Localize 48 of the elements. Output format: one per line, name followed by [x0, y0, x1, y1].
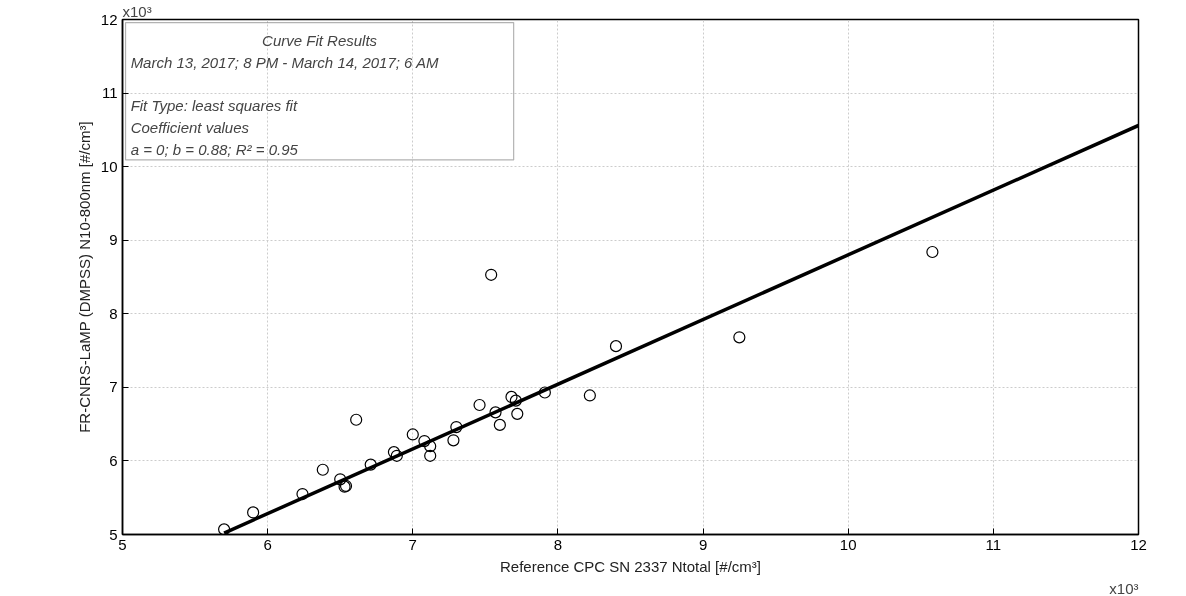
x-tick-label: 7: [408, 535, 417, 553]
x-tick-label: 10: [839, 535, 857, 553]
point: [316, 463, 329, 476]
text: x10³: [1109, 579, 1139, 596]
y-tick-label: 9: [109, 231, 118, 249]
x-tick-label: 9: [698, 535, 708, 553]
y-tick-label: 6: [109, 451, 118, 469]
point: [473, 398, 486, 412]
x-tick-label: 12: [1130, 535, 1147, 553]
point: [424, 440, 437, 453]
point: [489, 406, 502, 419]
point: [296, 487, 309, 501]
annotation: Curve Fit Results: [262, 32, 378, 50]
y-tick-label: 8: [109, 304, 118, 322]
point: [350, 413, 363, 426]
point: [511, 407, 524, 420]
text: x10³: [122, 2, 152, 20]
point: [334, 473, 347, 486]
point: [218, 523, 231, 535]
x-tick-label: 8: [553, 535, 563, 553]
annotation: a = 0; b = 0.88; R² = 0.95: [130, 140, 299, 158]
point: [505, 390, 518, 404]
x-axis-title: Reference CPC SN 2337 Ntotal [#/cm³]: [500, 557, 761, 575]
x-tick-label: 6: [263, 535, 272, 553]
point: [926, 245, 939, 259]
point: [583, 389, 596, 402]
point: [424, 449, 437, 462]
annotation: Fit Type: least squares fit: [130, 97, 298, 115]
point: [418, 434, 431, 448]
point: [493, 418, 506, 431]
y-axis-title: FR-CNRS-LaMP (DMPSS) N10-800nm [#/cm³]: [75, 121, 93, 433]
point: [509, 394, 522, 407]
point: [485, 268, 498, 281]
y-tick-label: 10: [100, 157, 118, 175]
point: [733, 331, 746, 344]
annotation: March 13, 2017; 8 PM - March 14, 2017; 6 AM: [130, 54, 440, 72]
y-tick-label: 12: [100, 10, 118, 28]
annotation: Coefficient values: [130, 119, 250, 136]
y-tick-label: 11: [101, 84, 118, 102]
point: [538, 386, 551, 399]
point: [364, 458, 377, 471]
x-tick-label: 11: [985, 535, 1002, 553]
y-tick-label: 7: [109, 378, 118, 396]
point: [247, 506, 260, 519]
point: [447, 434, 460, 447]
point: [450, 421, 463, 434]
point: [609, 340, 623, 353]
point: [406, 428, 419, 441]
